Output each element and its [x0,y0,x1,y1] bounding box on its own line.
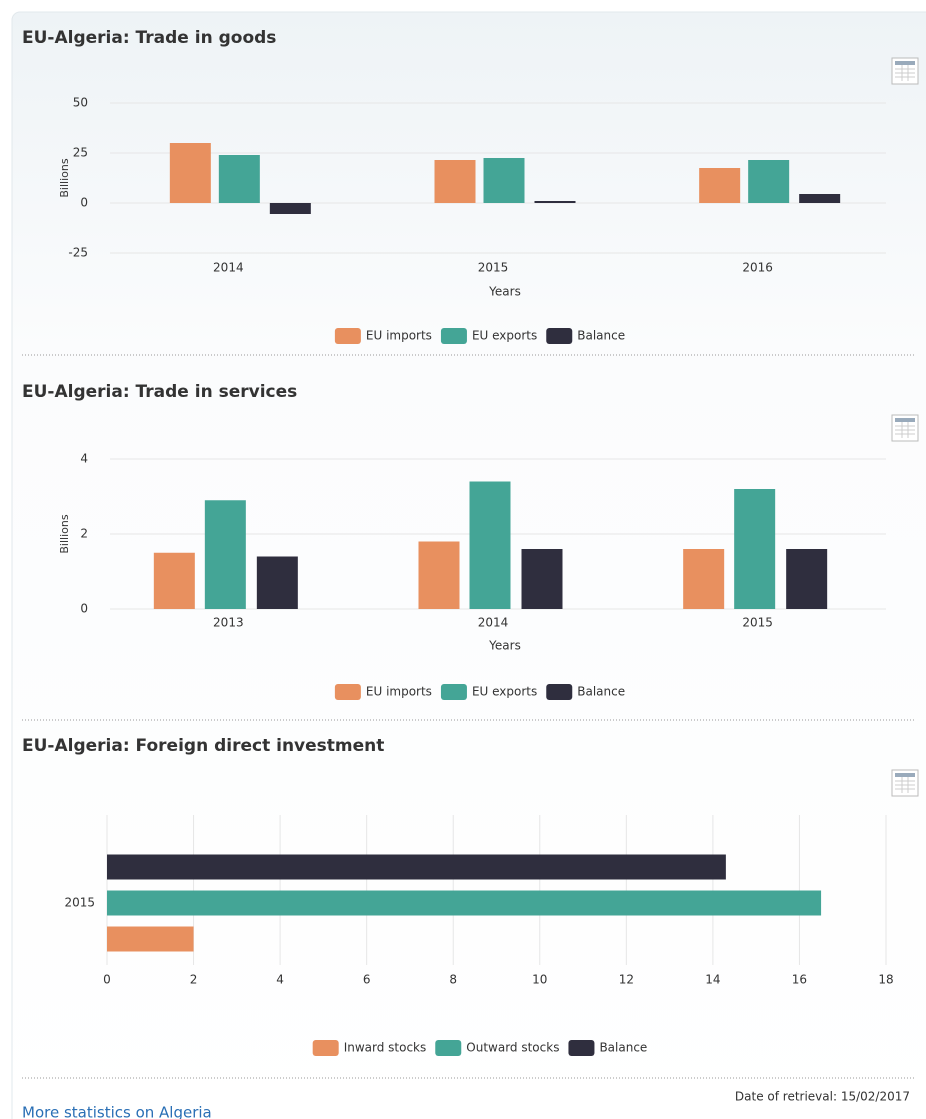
legend-label: Balance [599,1041,647,1055]
legend-label: EU exports [472,685,537,699]
bar [434,160,476,203]
bar [107,854,726,880]
legend-swatch [440,328,467,344]
more-statistics-link[interactable]: More statistics on Algeria [22,1104,212,1119]
y-tick-label: 0 [80,602,88,616]
table-icon[interactable] [891,57,919,85]
legend: Inward stocks Outward stocks Balance [312,1040,647,1056]
x-tick-label: 4 [276,973,284,987]
legend-swatch [334,328,361,344]
legend-label: Outward stocks [466,1041,559,1055]
bar [169,143,211,203]
y-axis-title: Billions [58,158,71,197]
legend-label: EU exports [472,329,537,343]
x-tick-label: 18 [878,973,893,987]
y-axis-title: Billions [58,514,71,553]
x-tick-label: 16 [792,973,807,987]
bar [534,201,576,203]
legend-label: EU imports [366,329,432,343]
chart-title: EU-Algeria: Foreign direct investment [22,736,384,756]
x-tick-label: 2014 [478,616,509,630]
table-icon[interactable] [891,769,919,797]
bar [734,489,776,609]
bar [683,549,725,609]
bar [269,203,311,214]
bar [521,549,563,609]
x-tick-label: 12 [619,973,634,987]
legend-swatch [440,684,467,700]
y-tick-label: 50 [73,96,88,110]
legend: EU imports EU exports Balance [334,684,625,700]
y-tick-label: 2015 [64,896,95,910]
x-tick-label: 14 [705,973,720,987]
x-axis-title: Years [488,285,521,299]
legend: EU imports EU exports Balance [334,328,625,344]
bar [748,160,790,203]
bar [799,194,841,203]
chart-title: EU-Algeria: Trade in goods [22,28,276,48]
y-tick-label: 4 [80,452,88,466]
x-axis-title: Years [488,639,521,653]
legend-swatch [568,1040,595,1056]
x-tick-label: 2013 [213,616,244,630]
legend-label: EU imports [366,685,432,699]
x-tick-label: 0 [103,973,111,987]
x-tick-label: 2 [190,973,198,987]
y-tick-label: 0 [80,196,88,210]
panel-background [11,11,926,1119]
y-tick-label: 2 [80,527,88,541]
x-tick-label: 2014 [213,261,244,275]
legend-swatch [334,684,361,700]
x-tick-label: 8 [449,973,457,987]
bar [107,926,194,952]
bar [699,168,741,203]
x-tick-label: 2016 [742,261,773,275]
x-tick-label: 10 [532,973,547,987]
chart-title: EU-Algeria: Trade in services [22,382,297,402]
legend-swatch [435,1040,462,1056]
bar [786,549,828,609]
bar [204,500,246,609]
bar [483,158,525,203]
legend-label: Balance [577,685,625,699]
legend-label: Inward stocks [344,1041,427,1055]
legend-swatch [546,684,573,700]
bar [418,541,460,609]
legend-label: Balance [577,329,625,343]
table-icon[interactable] [891,414,919,442]
retrieval-date: Date of retrieval: 15/02/2017 [735,1090,910,1104]
legend-swatch [312,1040,339,1056]
x-tick-label: 2015 [742,616,773,630]
x-tick-label: 6 [363,973,371,987]
bar [153,552,195,609]
y-tick-label: 25 [73,146,88,160]
bar [469,481,511,609]
legend-swatch [546,328,573,344]
y-tick-label: -25 [68,246,88,260]
bar [256,556,298,609]
bar [107,890,822,916]
bar [218,155,260,203]
x-tick-label: 2015 [478,261,509,275]
